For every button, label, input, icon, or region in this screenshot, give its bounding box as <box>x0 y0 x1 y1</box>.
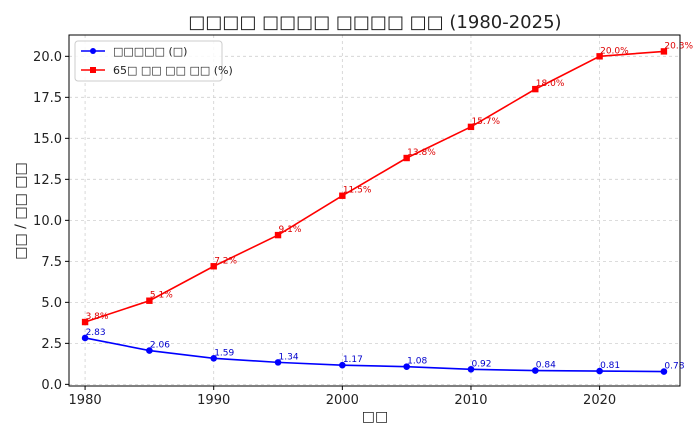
plot-frame <box>68 34 681 387</box>
y-tick-label: 20.0 <box>33 50 62 65</box>
y-tick-label: 10.0 <box>33 214 62 229</box>
data-labels: 2.83 2.06 1.59 1.34 1.17 1.08 0.92 0.84 0.81 0.78… <box>86 41 694 371</box>
series-0-data-label: 0.92 <box>471 359 491 369</box>
y-axis-label: □□ / □□ □□ <box>13 162 29 259</box>
series-1-point <box>403 154 410 162</box>
y-tick-label: 2.5 <box>41 337 62 352</box>
series-0-data-label: 1.17 <box>343 355 363 365</box>
legend-swatch-marker-0 <box>90 48 96 54</box>
y-tick-label: 0.0 <box>41 378 62 393</box>
series-0-data-label: 0.78 <box>664 362 684 372</box>
series-layer <box>81 48 668 375</box>
y-tick-label: 7.5 <box>41 255 62 270</box>
grid <box>69 35 680 386</box>
series-1-point <box>339 192 346 199</box>
x-axis: 1980 1990 2000 2010 2020 <box>69 386 616 408</box>
series-1-data-label: 18.0% <box>536 79 565 89</box>
series-0-point <box>81 334 89 342</box>
chart-title: □□□□ □□□□ □□□□ □□ (1980-2025) <box>188 12 561 33</box>
legend-box <box>74 40 223 82</box>
series-1-point <box>596 53 603 60</box>
legend-entry-label-0: □□□□□ (□) <box>113 45 187 58</box>
series-1-data-label: 20.0% <box>600 46 629 56</box>
series-1-point <box>660 48 668 55</box>
series-0-data-label: 0.84 <box>536 361 556 371</box>
legend-entry-label-1: 65□ □□ □□ □□ (%) <box>113 64 233 77</box>
x-tick-label: 2010 <box>454 393 487 408</box>
x-tick-label: 1980 <box>69 393 102 408</box>
y-tick-label: 17.5 <box>33 91 62 106</box>
series-1-data-label: 13.8% <box>407 148 436 158</box>
series-1-point <box>210 263 217 270</box>
legend: □□□□□ (□) 65□ □□ □□ □□ (%) <box>74 40 233 82</box>
series-1-point <box>146 297 153 304</box>
series-1-point <box>81 318 89 326</box>
series-0-data-label: 1.08 <box>407 357 427 367</box>
series-1-point <box>274 231 282 239</box>
y-tick-label: 15.0 <box>33 132 62 147</box>
series-0-data-label: 2.06 <box>150 341 170 351</box>
series-1-data-label: 11.5% <box>343 186 372 196</box>
x-tick-label: 2020 <box>583 393 616 408</box>
series-1-point <box>532 85 539 93</box>
series-0-data-label: 0.81 <box>600 361 620 371</box>
x-axis-label: □□ <box>362 409 388 425</box>
y-tick-label: 5.0 <box>41 296 62 311</box>
series-0-data-label: 2.83 <box>86 328 106 338</box>
y-axis: 0.0 2.5 5.0 7.5 10.0 12.5 15.0 17.5 20.0 <box>33 50 69 393</box>
series-1-data-label: 5.1% <box>150 291 173 301</box>
series-0-point <box>467 365 475 373</box>
x-tick-label: 2000 <box>326 393 359 408</box>
series-0-data-label: 1.34 <box>279 352 299 362</box>
series-0-point <box>596 367 603 375</box>
series-1-data-label: 9.1% <box>279 225 302 235</box>
series-0-point <box>531 367 539 374</box>
series-1-point <box>467 123 475 131</box>
series-0-point <box>274 359 282 366</box>
series-0-point <box>403 363 410 370</box>
y-tick-label: 12.5 <box>33 173 62 188</box>
series-line-1 <box>84 50 664 323</box>
series-1-data-label: 7.2% <box>214 256 237 266</box>
series-1-data-label: 20.3% <box>664 41 693 51</box>
series-1-data-label: 15.7% <box>471 117 500 127</box>
series-line-0 <box>84 337 664 373</box>
x-tick-label: 1990 <box>197 393 230 408</box>
series-1-data-label: 3.8% <box>86 312 109 322</box>
series-0-point <box>339 361 346 369</box>
legend-swatch-marker-1 <box>90 67 96 73</box>
series-0-data-label: 1.59 <box>214 348 234 358</box>
series-0-point <box>210 354 218 362</box>
series-0-point <box>146 347 153 354</box>
series-0-point <box>660 368 668 375</box>
